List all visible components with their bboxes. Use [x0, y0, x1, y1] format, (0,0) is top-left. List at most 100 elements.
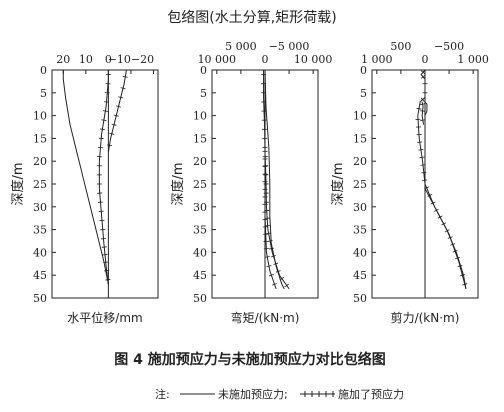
series-marker [279, 276, 285, 281]
figure-caption: 图 4 施加预应力与未施加预应力对比包络图 [114, 351, 386, 368]
series-marker [109, 132, 115, 135]
series-marker [272, 283, 278, 286]
series-marker [284, 283, 289, 288]
series-marker [111, 123, 117, 126]
x-tick-label: 5 000 [225, 40, 257, 53]
y-axis-label: 深度/m [170, 162, 186, 205]
y-tick-label: 20 [33, 155, 47, 168]
series-line-3-with-prestress [264, 147, 277, 290]
x-tick-label: −500 [434, 40, 464, 53]
y-tick-label: 25 [193, 178, 207, 191]
series-marker [273, 262, 279, 265]
legend-line-with-prestress [300, 391, 335, 397]
series-marker [416, 107, 422, 110]
y-tick-label: 5 [200, 87, 207, 100]
y-tick-label: 40 [193, 246, 207, 259]
x-tick-label: 0 [422, 53, 429, 66]
y-tick-label: 10 [193, 110, 207, 123]
series-line-3-with-prestress [107, 69, 127, 153]
legend-label-without-prestress: 未施加预应力; [218, 387, 288, 401]
x-tick-label: −10−20 [108, 53, 154, 66]
plot-frame [51, 69, 159, 299]
series-marker [418, 149, 424, 151]
series-marker [264, 256, 270, 258]
y-tick-label: 35 [193, 224, 207, 237]
y-tick-label: 0 [40, 64, 47, 77]
series-marker [105, 279, 111, 281]
x-axis-label: 弯矩/(kN·m) [231, 310, 300, 325]
series-marker [420, 119, 426, 121]
series-marker [427, 194, 433, 197]
y-tick-label: 50 [353, 292, 367, 305]
y-tick-label: 0 [200, 64, 207, 77]
note-prefix: 注: [155, 387, 170, 401]
y-tick-label: 10 [353, 110, 367, 123]
series-marker [437, 215, 443, 219]
series-marker [452, 250, 458, 253]
legend-label-with-prestress: 施加了预应力 [338, 387, 404, 401]
y-tick-label: 25 [33, 178, 47, 191]
x-tick-label: 0 [105, 53, 112, 66]
series-marker [441, 222, 447, 226]
series-marker [420, 103, 426, 106]
series-marker [116, 105, 122, 108]
series-marker [270, 255, 276, 258]
y-tick-label: 30 [193, 201, 207, 214]
y-tick-label: 45 [193, 269, 207, 282]
series-marker [462, 283, 468, 286]
series-marker [104, 269, 110, 272]
series-marker [450, 243, 456, 246]
series-marker [120, 87, 126, 90]
x-tick-label: 500 [390, 40, 411, 53]
y-tick-label: 35 [353, 224, 367, 237]
series-line-1-without-prestress [264, 69, 285, 290]
series-marker [113, 114, 119, 117]
x-axis-label: 剪力/(kN·m) [391, 310, 460, 325]
x-tick-label: −5 000 [269, 40, 310, 53]
series-marker [420, 74, 426, 79]
y-axis-label: 深度/m [330, 162, 346, 205]
series-marker [268, 247, 275, 250]
series-marker [102, 110, 108, 112]
series-marker [424, 186, 430, 190]
y-tick-label: 20 [193, 155, 207, 168]
series-marker [101, 119, 107, 121]
series-marker [99, 128, 105, 131]
y-tick-label: 5 [360, 87, 367, 100]
series-marker [420, 97, 425, 102]
figure-top-title: 包络图(水土分算,矩形荷载) [167, 10, 336, 26]
series-marker [118, 96, 124, 99]
x-tick-label: 10 [79, 53, 93, 66]
series-line-3-with-prestress [421, 101, 425, 125]
y-tick-label: 40 [33, 246, 47, 259]
series-marker [419, 156, 425, 159]
y-tick-label: 25 [353, 178, 367, 191]
y-tick-label: 50 [193, 292, 207, 305]
x-tick-label: 10 000 [294, 53, 333, 66]
series-marker [420, 110, 426, 112]
series-marker [422, 179, 428, 181]
y-tick-label: 5 [40, 87, 47, 100]
y-axis-label: 深度/m [10, 162, 26, 205]
x-tick-label: 1 000 [457, 53, 489, 66]
series-marker [455, 256, 461, 260]
series-marker [106, 144, 113, 147]
y-tick-label: 10 [33, 110, 47, 123]
x-tick-label: 1 000 [361, 53, 393, 66]
y-tick-label: 15 [33, 132, 47, 145]
series-marker [266, 265, 272, 267]
series-marker [122, 76, 128, 78]
series-marker [434, 208, 439, 212]
y-tick-label: 30 [33, 201, 47, 214]
y-tick-label: 15 [193, 132, 207, 145]
series-marker [417, 141, 423, 143]
series-marker [430, 201, 436, 205]
y-tick-label: 30 [353, 201, 367, 214]
series-marker [459, 274, 465, 277]
y-tick-label: 0 [360, 64, 367, 77]
